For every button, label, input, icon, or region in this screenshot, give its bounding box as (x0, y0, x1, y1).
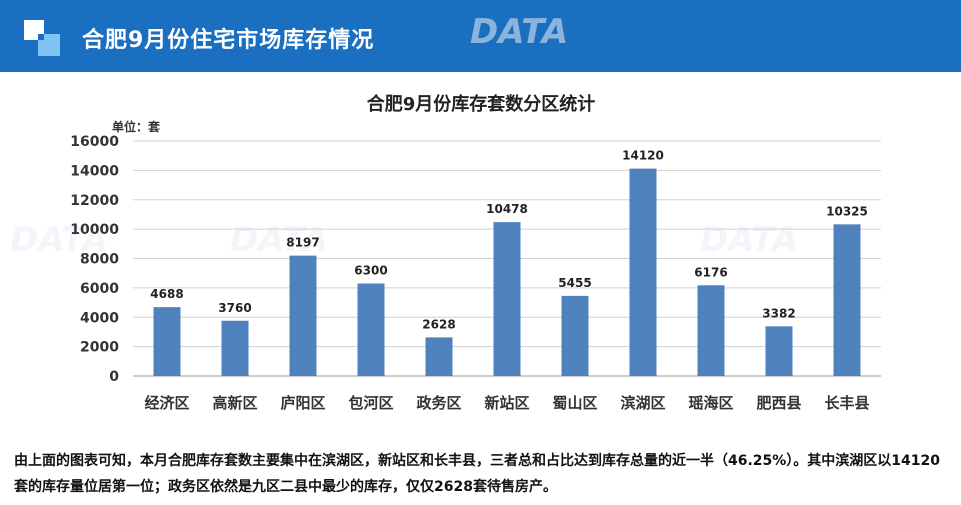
bar (697, 285, 725, 376)
data-label: 5455 (558, 276, 591, 290)
y-tick-label: 12000 (70, 193, 119, 209)
y-tick-label: 6000 (80, 281, 119, 297)
x-tick-label: 瑶海区 (688, 394, 733, 412)
x-tick-label: 经济区 (144, 394, 189, 412)
bar (153, 307, 181, 376)
x-tick-label: 滨湖区 (620, 394, 665, 412)
bar (561, 295, 589, 376)
x-tick-label: 庐阳区 (280, 394, 325, 412)
data-label: 2628 (422, 317, 455, 331)
data-label: 8197 (286, 236, 319, 250)
y-tick-label: 0 (109, 369, 119, 385)
bar (493, 222, 521, 376)
y-tick-label: 16000 (70, 134, 119, 150)
bar (765, 326, 793, 376)
bar (357, 283, 385, 376)
y-axis-unit-label: 单位：套 (112, 119, 161, 134)
data-label: 14120 (622, 149, 664, 163)
y-tick-label: 10000 (70, 222, 119, 238)
x-tick-label: 长丰县 (824, 394, 869, 412)
data-label: 4688 (150, 287, 183, 301)
bar-chart: 合肥9月份库存套数分区统计 单位：套 0 2000 4000 6000 8000 1000… (70, 93, 881, 412)
x-tick-label: 包河区 (348, 394, 393, 412)
bar (221, 320, 249, 376)
y-tick-label: 2000 (80, 340, 119, 356)
x-tick-label: 高新区 (212, 394, 257, 412)
bar (629, 168, 657, 376)
chart-title: 合肥9月份库存套数分区统计 (367, 93, 596, 115)
data-label: 10478 (486, 202, 528, 216)
data-label: 6176 (694, 265, 727, 279)
data-label: 6300 (354, 263, 387, 277)
page-title: 合肥9月份住宅市场库存情况 (82, 28, 375, 53)
x-tick-label: 政务区 (416, 394, 461, 412)
y-tick-label: 14000 (70, 163, 119, 179)
data-label: 3760 (218, 301, 251, 315)
y-tick-label: 4000 (80, 310, 119, 326)
y-tick-label: 8000 (80, 252, 119, 268)
x-tick-label: 蜀山区 (552, 394, 597, 412)
logo-square-icon (38, 34, 44, 40)
bar (289, 255, 317, 376)
x-tick-label: 新站区 (484, 394, 529, 412)
header-bar: 合肥9月份住宅市场库存情况 (0, 0, 961, 72)
data-label: 3382 (762, 306, 795, 320)
data-label: 10325 (826, 204, 868, 218)
x-tick-label: 肥西县 (756, 394, 801, 412)
summary-text: 由上面的图表可知，本月合肥库存套数主要集中在滨湖区，新站区和长丰县，三者总和占比… (14, 453, 941, 495)
bar (425, 337, 453, 376)
bar (833, 224, 861, 376)
